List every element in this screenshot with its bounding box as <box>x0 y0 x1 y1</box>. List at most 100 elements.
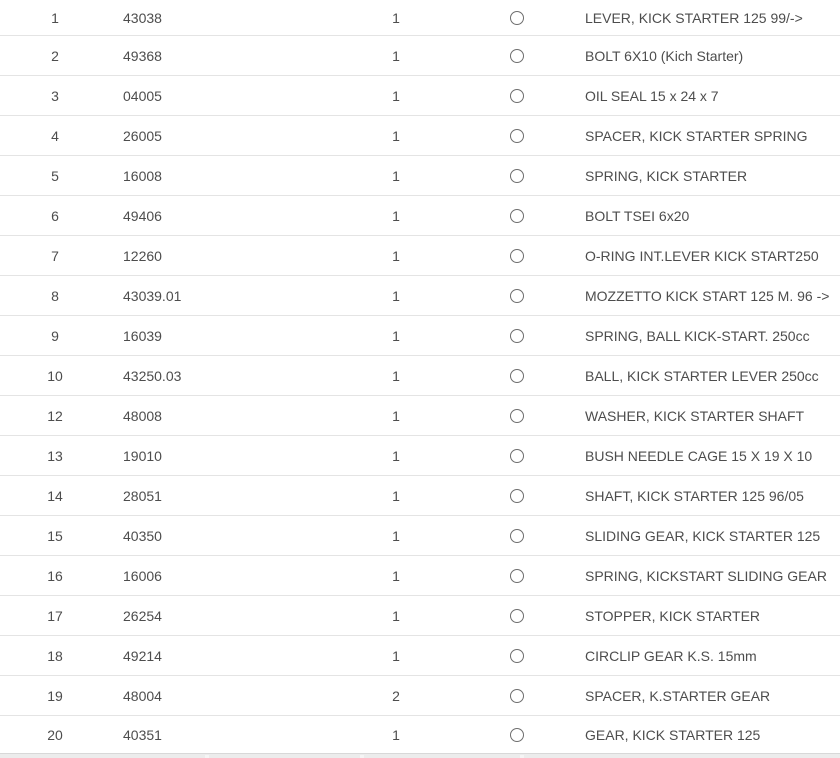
quantity: 1 <box>392 407 400 424</box>
part-description: SPACER, K.STARTER GEAR <box>585 687 771 704</box>
radio-cell <box>412 688 585 703</box>
select-part-radio[interactable] <box>510 208 524 223</box>
part-number: 43038 <box>123 9 162 26</box>
radio-cell <box>412 727 585 742</box>
select-part-radio[interactable] <box>510 688 524 703</box>
part-number: 16039 <box>123 327 162 344</box>
row-index: 9 <box>51 327 59 344</box>
cell-gap <box>360 755 364 758</box>
quantity: 1 <box>392 726 400 743</box>
part-number: 49406 <box>123 207 162 224</box>
row-index: 3 <box>51 87 59 104</box>
table-row: 18 49214 1 CIRCLIP GEAR K.S. 15mm <box>0 636 840 676</box>
quantity: 1 <box>392 647 400 664</box>
table-row: 6 49406 1 BOLT TSEI 6x20 <box>0 196 840 236</box>
part-number: 04005 <box>123 87 162 104</box>
part-description: BOLT 6X10 (Kich Starter) <box>585 47 744 64</box>
quantity: 1 <box>392 607 400 624</box>
quantity: 1 <box>392 487 400 504</box>
table-row: 16 16006 1 SPRING, KICKSTART SLIDING GEA… <box>0 556 840 596</box>
row-index: 4 <box>51 127 59 144</box>
part-number: 48004 <box>123 687 162 704</box>
row-index: 17 <box>47 607 63 624</box>
row-index: 14 <box>47 487 63 504</box>
cell-gap <box>520 755 524 758</box>
radio-cell <box>412 368 585 383</box>
radio-cell <box>412 248 585 263</box>
table-row: 14 28051 1 SHAFT, KICK STARTER 125 96/05 <box>0 476 840 516</box>
select-part-radio[interactable] <box>510 48 524 63</box>
part-number: 48008 <box>123 407 162 424</box>
part-number: 49368 <box>123 47 162 64</box>
quantity: 1 <box>392 287 400 304</box>
quantity: 1 <box>392 127 400 144</box>
select-part-radio[interactable] <box>510 608 524 623</box>
select-part-radio[interactable] <box>510 10 524 25</box>
table-row: 20 40351 1 GEAR, KICK STARTER 125 <box>0 716 840 753</box>
select-part-radio[interactable] <box>510 408 524 423</box>
row-index: 2 <box>51 47 59 64</box>
select-part-radio[interactable] <box>510 248 524 263</box>
radio-cell <box>412 328 585 343</box>
part-number: 43039.01 <box>123 287 182 304</box>
select-part-radio[interactable] <box>510 288 524 303</box>
quantity: 1 <box>392 9 400 26</box>
row-index: 12 <box>47 407 63 424</box>
part-number: 28051 <box>123 487 162 504</box>
select-part-radio[interactable] <box>510 528 524 543</box>
part-description: BUSH NEEDLE CAGE 15 X 19 X 10 <box>585 447 813 464</box>
select-part-radio[interactable] <box>510 648 524 663</box>
table-row: 1 43038 1 LEVER, KICK STARTER 125 99/-> <box>0 0 840 36</box>
radio-cell <box>412 608 585 623</box>
quantity: 1 <box>392 167 400 184</box>
row-index: 7 <box>51 247 59 264</box>
select-part-radio[interactable] <box>510 448 524 463</box>
select-part-radio[interactable] <box>510 168 524 183</box>
part-description: CIRCLIP GEAR K.S. 15mm <box>585 647 757 664</box>
part-description: SLIDING GEAR, KICK STARTER 125 <box>585 527 821 544</box>
quantity: 1 <box>392 87 400 104</box>
quantity: 1 <box>392 567 400 584</box>
quantity: 1 <box>392 47 400 64</box>
select-part-radio[interactable] <box>510 568 524 583</box>
row-index: 10 <box>47 367 63 384</box>
part-description: MOZZETTO KICK START 125 M. 96 -> <box>585 287 830 304</box>
table-row: 19 48004 2 SPACER, K.STARTER GEAR <box>0 676 840 716</box>
select-part-radio[interactable] <box>510 88 524 103</box>
row-index: 8 <box>51 287 59 304</box>
select-part-radio[interactable] <box>510 128 524 143</box>
radio-cell <box>412 488 585 503</box>
quantity: 1 <box>392 247 400 264</box>
part-description: GEAR, KICK STARTER 125 <box>585 726 761 743</box>
quantity: 1 <box>392 367 400 384</box>
part-number: 26254 <box>123 607 162 624</box>
row-index: 16 <box>47 567 63 584</box>
part-description: SPRING, KICKSTART SLIDING GEAR <box>585 567 827 584</box>
select-part-radio[interactable] <box>510 727 524 742</box>
part-description: BALL, KICK STARTER LEVER 250cc <box>585 367 819 384</box>
part-description: SPRING, BALL KICK-START. 250cc <box>585 327 810 344</box>
quantity: 1 <box>392 527 400 544</box>
select-part-radio[interactable] <box>510 488 524 503</box>
quantity: 1 <box>392 327 400 344</box>
table-row: 2 49368 1 BOLT 6X10 (Kich Starter) <box>0 36 840 76</box>
row-index: 18 <box>47 647 63 664</box>
select-part-radio[interactable] <box>510 328 524 343</box>
table-row: 10 43250.03 1 BALL, KICK STARTER LEVER 2… <box>0 356 840 396</box>
radio-cell <box>412 88 585 103</box>
row-index: 19 <box>47 687 63 704</box>
part-number: 12260 <box>123 247 162 264</box>
part-description: LEVER, KICK STARTER 125 99/-> <box>585 9 803 26</box>
part-number: 40350 <box>123 527 162 544</box>
table-row: 17 26254 1 STOPPER, KICK STARTER <box>0 596 840 636</box>
radio-cell <box>412 10 585 25</box>
row-index: 20 <box>47 726 63 743</box>
part-number: 49214 <box>123 647 162 664</box>
row-index: 15 <box>47 527 63 544</box>
part-number: 26005 <box>123 127 162 144</box>
part-number: 43250.03 <box>123 367 182 384</box>
select-part-radio[interactable] <box>510 368 524 383</box>
next-row-sliver <box>0 753 840 758</box>
